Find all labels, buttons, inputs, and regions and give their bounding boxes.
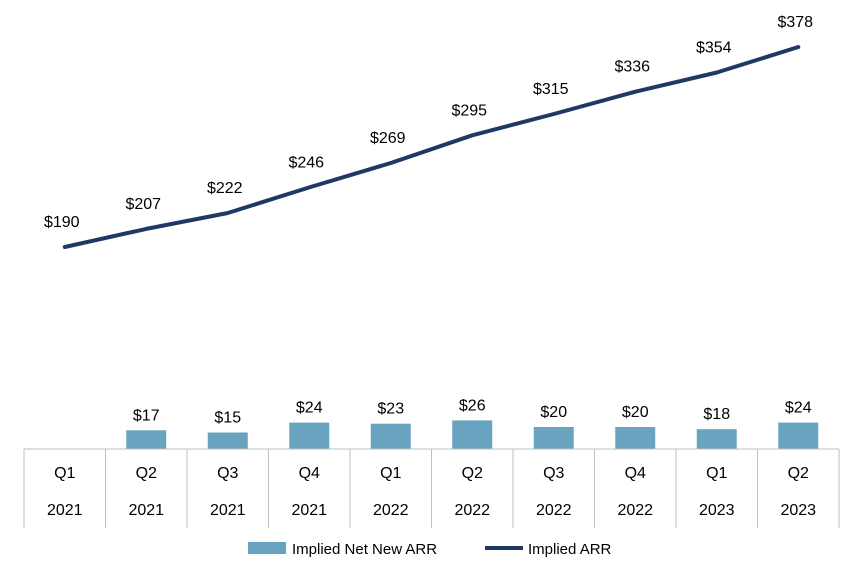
line-value-label: $190 [44,214,80,231]
line-implied-arr [62,45,801,249]
bar-value-label: $20 [540,404,567,421]
bar-value-label: $23 [377,401,404,418]
bar-net-new-arr [778,422,819,449]
bar-net-new-arr [207,432,248,449]
x-tick-year: 2023 [699,502,735,519]
bar-value-label: $20 [622,404,649,421]
x-tick-year: 2022 [454,502,490,519]
legend-swatch-net-new-arr [248,542,286,554]
bar-net-new-arr [615,427,656,449]
line-value-label: $269 [370,130,406,147]
bar-net-new-arr [533,427,574,449]
bar-net-new-arr [696,429,737,449]
bar-net-new-arr [370,423,411,449]
x-tick-quarter: Q1 [54,465,75,482]
bar-value-label: $17 [133,407,160,424]
line-value-label: $295 [451,102,487,119]
x-tick-year: 2021 [291,502,327,519]
x-tick-quarter: Q2 [788,465,809,482]
line-value-label: $246 [288,154,324,171]
bar-net-new-arr [452,420,493,449]
x-tick-quarter: Q2 [462,465,483,482]
line-value-label: $315 [533,81,569,98]
line-value-label: $354 [696,40,732,57]
x-tick-quarter: Q1 [706,465,727,482]
line-value-label: $336 [614,59,650,76]
x-tick-quarter: Q2 [136,465,157,482]
x-tick-quarter: Q3 [543,465,564,482]
line-value-label: $378 [777,14,813,31]
bar-net-new-arr [289,422,330,449]
x-tick-year: 2021 [47,502,83,519]
line-value-label: $222 [207,180,243,197]
bar-value-label: $24 [785,400,812,417]
x-tick-quarter: Q3 [217,465,238,482]
legend: Implied Net New ARR Implied ARR [248,541,612,558]
x-tick-year: 2023 [780,502,816,519]
line-value-label: $207 [125,196,161,213]
x-tick-year: 2022 [373,502,409,519]
legend-label-implied-arr: Implied ARR [528,541,612,558]
bar-value-label: $24 [296,400,323,417]
bar-value-label: $18 [703,406,730,423]
x-tick-quarter: Q1 [380,465,401,482]
x-tick-quarter: Q4 [625,465,646,482]
x-tick-year: 2022 [617,502,653,519]
x-tick-quarter: Q4 [299,465,320,482]
x-tick-year: 2021 [210,502,246,519]
legend-label-net-new-arr: Implied Net New ARR [292,541,437,558]
x-tick-year: 2022 [536,502,572,519]
bar-value-label: $26 [459,397,486,414]
bar-value-label: $15 [214,410,241,427]
bar-net-new-arr [126,430,167,449]
x-tick-year: 2021 [128,502,164,519]
